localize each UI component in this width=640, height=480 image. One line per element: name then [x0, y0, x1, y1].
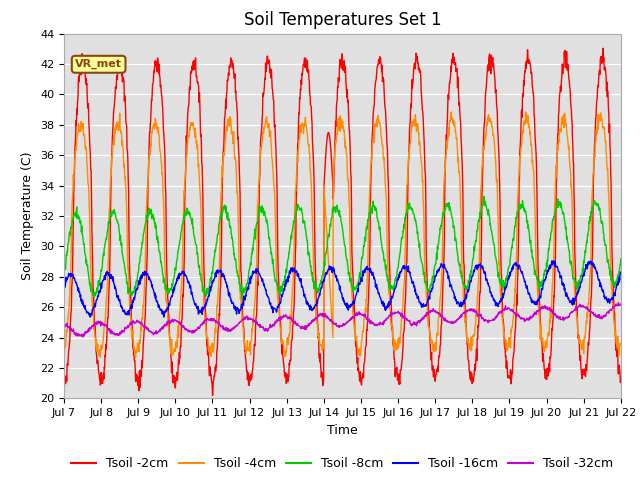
Tsoil -2cm	[184, 109, 191, 115]
Tsoil -16cm	[246, 280, 254, 286]
Tsoil -2cm	[551, 260, 559, 265]
Tsoil -16cm	[552, 261, 559, 267]
Tsoil -32cm	[246, 316, 254, 322]
Tsoil -2cm	[246, 378, 254, 384]
Tsoil -16cm	[184, 280, 192, 286]
Tsoil -2cm	[170, 378, 178, 384]
Tsoil -4cm	[447, 109, 455, 115]
Tsoil -16cm	[171, 286, 179, 291]
Tsoil -32cm	[60, 321, 68, 326]
Tsoil -2cm	[617, 377, 625, 383]
Tsoil -4cm	[502, 337, 509, 343]
Line: Tsoil -4cm: Tsoil -4cm	[64, 112, 621, 360]
Tsoil -32cm	[184, 328, 192, 334]
Tsoil -32cm	[429, 306, 437, 312]
Tsoil -8cm	[429, 273, 437, 279]
Tsoil -4cm	[429, 346, 436, 352]
Tsoil -16cm	[429, 281, 437, 287]
Tsoil -32cm	[171, 317, 179, 323]
Tsoil -8cm	[246, 260, 254, 265]
Text: VR_met: VR_met	[75, 59, 122, 70]
Tsoil -8cm	[170, 274, 178, 279]
Tsoil -4cm	[246, 339, 254, 345]
Tsoil -8cm	[502, 277, 510, 283]
Tsoil -8cm	[480, 193, 488, 199]
Tsoil -4cm	[170, 348, 178, 353]
Tsoil -4cm	[551, 194, 559, 200]
Tsoil -16cm	[550, 258, 557, 264]
Tsoil -8cm	[617, 256, 625, 262]
Tsoil -2cm	[599, 45, 607, 51]
Tsoil -8cm	[552, 207, 559, 213]
Tsoil -32cm	[614, 300, 622, 305]
Tsoil -4cm	[60, 357, 68, 363]
Tsoil -4cm	[184, 134, 191, 140]
Tsoil -32cm	[551, 311, 559, 316]
Tsoil -32cm	[79, 334, 87, 340]
Legend: Tsoil -2cm, Tsoil -4cm, Tsoil -8cm, Tsoil -16cm, Tsoil -32cm: Tsoil -2cm, Tsoil -4cm, Tsoil -8cm, Tsoi…	[67, 452, 618, 475]
X-axis label: Time: Time	[327, 424, 358, 437]
Tsoil -32cm	[502, 305, 509, 311]
Tsoil -16cm	[60, 285, 68, 290]
Title: Soil Temperatures Set 1: Soil Temperatures Set 1	[244, 11, 441, 29]
Y-axis label: Soil Temperature (C): Soil Temperature (C)	[22, 152, 35, 280]
Tsoil -8cm	[239, 296, 246, 302]
Tsoil -16cm	[160, 314, 168, 320]
Line: Tsoil -8cm: Tsoil -8cm	[64, 196, 621, 299]
Tsoil -2cm	[209, 393, 216, 398]
Tsoil -2cm	[429, 370, 437, 375]
Tsoil -8cm	[184, 210, 191, 216]
Line: Tsoil -32cm: Tsoil -32cm	[64, 302, 621, 337]
Tsoil -32cm	[617, 301, 625, 307]
Line: Tsoil -2cm: Tsoil -2cm	[64, 48, 621, 396]
Tsoil -4cm	[617, 341, 625, 347]
Tsoil -2cm	[60, 372, 68, 378]
Tsoil -2cm	[502, 353, 509, 359]
Tsoil -16cm	[617, 271, 625, 276]
Tsoil -8cm	[60, 265, 68, 271]
Line: Tsoil -16cm: Tsoil -16cm	[64, 261, 621, 317]
Tsoil -16cm	[502, 284, 509, 289]
